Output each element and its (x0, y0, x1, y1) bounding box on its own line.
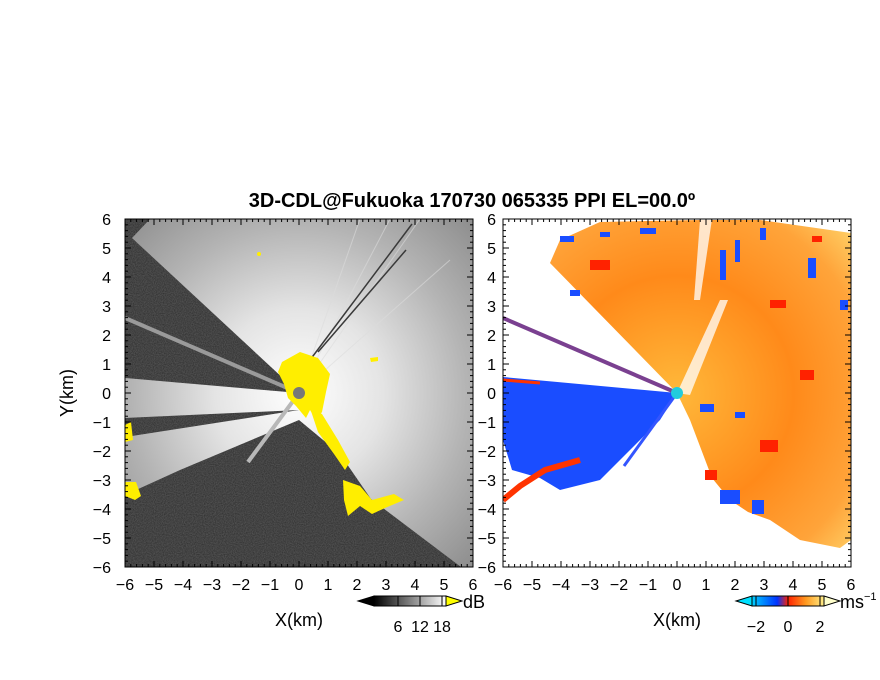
reflectivity-panel: −6 −5 −4 −3 −2 −1 0 1 2 3 4 5 6 6 5 4 3 2 1 0 −1 −2 −3 −4 −5 −6 Y… (57, 212, 478, 630)
y-tick-label: −2 (478, 444, 496, 461)
velocity-image (503, 219, 851, 567)
velocity-colorbar-ticks: −2 0 2 (747, 596, 825, 636)
y-tick-label: −6 (478, 560, 496, 577)
x-tick-label: −2 (610, 577, 628, 594)
x-tick-label: −6 (494, 577, 512, 594)
y-tick-label: 5 (487, 241, 496, 258)
colorbar-tick-label: −2 (747, 619, 765, 636)
y-tick-label: 5 (102, 241, 111, 258)
velocity-axis-ticks: −6 −5 −4 −3 −2 −1 0 1 2 3 4 5 6 6 5 4 3 2 1 0 −1 −2 −3 −4 −5 −6 (478, 212, 856, 594)
y-tick-label: −5 (93, 531, 111, 548)
y-tick-label: −3 (93, 473, 111, 490)
x-tick-label: 1 (324, 577, 333, 594)
x-tick-label: 1 (702, 577, 711, 594)
velocity-colorbar-unit-exponent: −1 (864, 591, 877, 603)
x-tick-label: 5 (818, 577, 827, 594)
y-tick-label: −4 (93, 502, 111, 519)
x-tick-label: 5 (440, 577, 449, 594)
colorbar-tick-label: 12 (411, 619, 429, 636)
colorbar-tick-label: 0 (784, 619, 793, 636)
y-tick-label: −1 (478, 415, 496, 432)
x-tick-label: 4 (411, 577, 420, 594)
y-tick-label: 0 (487, 386, 496, 403)
x-tick-label: 2 (731, 577, 740, 594)
y-tick-label: 6 (102, 212, 111, 229)
x-tick-label: −6 (116, 577, 134, 594)
y-tick-label: −6 (93, 560, 111, 577)
reflectivity-colorbar-ticks: 6 12 18 (394, 596, 451, 636)
velocity-panel: −6 −5 −4 −3 −2 −1 0 1 2 3 4 5 6 6 5 4 3 2 1 0 −1 −2 −3 −4 −5 −6 X… (478, 212, 856, 630)
x-tick-label: 4 (789, 577, 798, 594)
reflectivity-xlabel: X(km) (275, 610, 323, 630)
velocity-xlabel: X(km) (653, 610, 701, 630)
y-tick-label: 4 (102, 270, 111, 287)
reflectivity-colorbar-unit: dB (463, 592, 485, 612)
reflectivity-image (125, 219, 473, 567)
x-tick-label: 6 (469, 577, 478, 594)
velocity-colorbar-unit: ms−1 (840, 591, 877, 612)
y-tick-label: −5 (478, 531, 496, 548)
chart-title: 3D-CDL@Fukuoka 170730 065335 PPI EL=00.0… (249, 190, 695, 212)
y-tick-label: −3 (478, 473, 496, 490)
x-tick-label: −2 (232, 577, 250, 594)
reflectivity-ylabel: Y(km) (57, 369, 77, 417)
y-tick-label: 2 (487, 328, 496, 345)
y-tick-label: 4 (487, 270, 496, 287)
y-tick-label: 1 (487, 357, 496, 374)
x-tick-label: −3 (203, 577, 221, 594)
x-tick-label: −4 (552, 577, 570, 594)
x-tick-label: −5 (145, 577, 163, 594)
x-tick-label: −3 (581, 577, 599, 594)
y-tick-label: 3 (102, 299, 111, 316)
colorbar-tick-label: 18 (433, 619, 451, 636)
y-tick-label: −2 (93, 444, 111, 461)
x-tick-label: 6 (847, 577, 856, 594)
x-tick-label: 0 (295, 577, 304, 594)
x-tick-label: 3 (382, 577, 391, 594)
x-tick-label: 2 (353, 577, 362, 594)
reflectivity-colorbar: 6 12 18 dB (356, 592, 485, 636)
velocity-colorbar: −2 0 2 ms−1 (734, 591, 877, 636)
y-tick-label: 2 (102, 328, 111, 345)
y-tick-label: 0 (102, 386, 111, 403)
colorbar-tick-label: 2 (816, 619, 825, 636)
x-tick-label: 3 (760, 577, 769, 594)
y-tick-label: −4 (478, 502, 496, 519)
x-tick-label: −1 (639, 577, 657, 594)
y-tick-label: −1 (93, 415, 111, 432)
velocity-colorbar-unit-base: ms (840, 592, 864, 612)
reflectivity-axis-ticks: −6 −5 −4 −3 −2 −1 0 1 2 3 4 5 6 6 5 4 3 2 1 0 −1 −2 −3 −4 −5 −6 (93, 212, 478, 594)
colorbar-tick-label: 6 (394, 619, 403, 636)
y-tick-label: 1 (102, 357, 111, 374)
y-tick-label: 3 (487, 299, 496, 316)
x-tick-label: 0 (673, 577, 682, 594)
x-tick-label: −5 (523, 577, 541, 594)
y-tick-label: 6 (487, 212, 496, 229)
x-tick-label: −1 (261, 577, 279, 594)
x-tick-label: −4 (174, 577, 192, 594)
